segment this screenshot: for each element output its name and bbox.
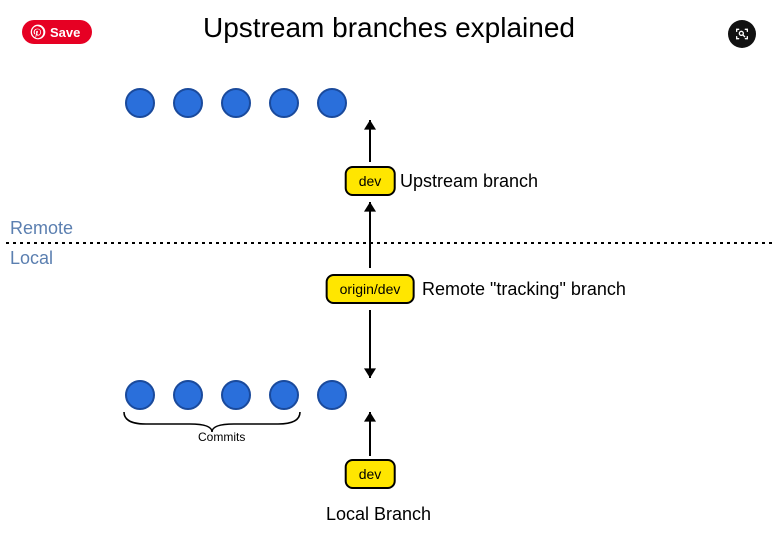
- remote-commit-3: [270, 89, 298, 117]
- diagram-canvas: [0, 0, 778, 538]
- upstream-branch-annotation: Upstream branch: [400, 171, 538, 192]
- local-commit-1: [174, 381, 202, 409]
- remote-commit-2: [222, 89, 250, 117]
- arrow-upstream-to-commit-head: [364, 120, 376, 130]
- commits-brace: [124, 412, 300, 432]
- local-branch-tag: dev: [345, 459, 396, 489]
- arrow-tracking-to-local-head: [364, 368, 376, 378]
- local-commit-3: [270, 381, 298, 409]
- local-branch-annotation: Local Branch: [326, 504, 431, 525]
- remote-commit-1: [174, 89, 202, 117]
- local-commit-4: [318, 381, 346, 409]
- commits-annotation: Commits: [198, 430, 245, 444]
- tracking-branch-annotation: Remote "tracking" branch: [422, 279, 626, 300]
- arrow-tracking-to-upstream-head: [364, 202, 376, 212]
- local-commit-0: [126, 381, 154, 409]
- upstream-branch-tag: dev: [345, 166, 396, 196]
- arrow-local-to-commit-head: [364, 412, 376, 422]
- local-commit-2: [222, 381, 250, 409]
- remote-commit-4: [318, 89, 346, 117]
- remote-tracking-branch-tag: origin/dev: [326, 274, 415, 304]
- remote-commit-0: [126, 89, 154, 117]
